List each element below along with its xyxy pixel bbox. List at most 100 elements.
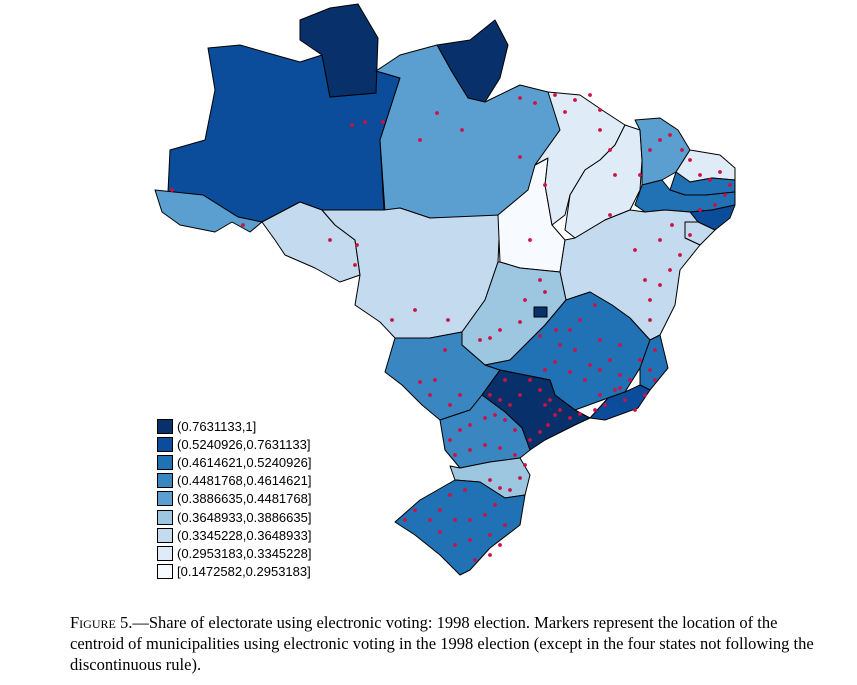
municipality-marker — [363, 120, 367, 124]
municipality-marker — [688, 233, 692, 237]
municipality-marker — [608, 213, 612, 217]
state-acre — [154, 189, 263, 233]
municipality-marker — [448, 438, 452, 442]
map-legend: (0.7631133,1] (0.5240926,0.7631133] (0.461… — [157, 417, 377, 581]
municipality-marker — [518, 155, 522, 159]
municipality-marker — [460, 128, 464, 132]
municipality-marker — [438, 530, 442, 534]
municipality-marker — [443, 348, 447, 352]
municipality-marker — [538, 334, 542, 338]
municipality-marker — [613, 388, 617, 392]
municipality-marker — [543, 183, 547, 187]
municipality-marker — [413, 308, 417, 312]
legend-label: (0.2953183,0.3345228] — [177, 545, 312, 561]
municipality-marker — [728, 183, 732, 187]
state-parana — [439, 394, 531, 469]
figure-label: Figure 5 — [70, 613, 129, 632]
municipality-marker — [446, 318, 450, 322]
municipality-marker — [633, 248, 637, 252]
legend-label: (0.3648933,0.3886635] — [177, 509, 312, 525]
municipality-marker — [328, 238, 332, 242]
municipality-marker — [493, 503, 497, 507]
municipality-marker — [533, 101, 537, 105]
municipality-marker — [543, 368, 547, 372]
municipality-marker — [613, 173, 617, 177]
municipality-marker — [528, 438, 532, 442]
municipality-marker — [448, 403, 452, 407]
municipality-marker — [355, 243, 359, 247]
municipality-marker — [503, 418, 507, 422]
municipality-marker — [468, 423, 472, 427]
figure-caption: Figure 5.—Share of electorate using elec… — [70, 612, 830, 675]
municipality-marker — [658, 238, 662, 242]
municipality-marker — [418, 380, 422, 384]
municipality-marker — [438, 508, 442, 512]
municipality-marker — [468, 538, 472, 542]
legend-label: [0.1472582,0.2953183] — [177, 564, 311, 580]
municipality-marker — [413, 508, 417, 512]
municipality-marker — [688, 158, 692, 162]
municipality-marker — [598, 338, 602, 342]
caption-text: .—Share of electorate using electronic v… — [70, 613, 814, 674]
municipality-marker — [488, 533, 492, 537]
municipality-marker — [503, 523, 507, 527]
municipality-marker — [403, 518, 407, 522]
municipality-marker — [433, 378, 437, 382]
municipality-marker — [498, 446, 502, 450]
municipality-marker — [513, 428, 517, 432]
legend-item: (0.2953183,0.3345228] — [157, 544, 377, 562]
municipality-marker — [523, 463, 527, 467]
municipality-marker — [668, 133, 672, 137]
municipality-marker — [653, 378, 657, 382]
legend-item: (0.4614621,0.5240926] — [157, 453, 377, 471]
municipality-marker — [498, 328, 502, 332]
municipality-marker — [563, 110, 567, 114]
municipality-marker — [653, 348, 657, 352]
municipality-marker — [508, 488, 512, 492]
municipality-marker — [498, 398, 502, 402]
municipality-marker — [513, 453, 517, 457]
municipality-marker — [538, 278, 542, 282]
municipality-marker — [448, 493, 452, 497]
municipality-marker — [488, 478, 492, 482]
municipality-marker — [598, 128, 602, 132]
legend-swatch — [157, 509, 173, 525]
legend-swatch — [157, 545, 173, 561]
municipality-marker — [538, 388, 542, 392]
municipality-marker — [698, 208, 702, 212]
municipality-marker — [241, 223, 245, 227]
municipality-marker — [573, 98, 577, 102]
municipality-marker — [638, 358, 642, 362]
legend-swatch — [157, 527, 173, 543]
municipality-marker — [583, 378, 587, 382]
municipality-marker — [608, 148, 612, 152]
municipality-marker — [598, 393, 602, 397]
municipality-marker — [713, 203, 717, 207]
legend-item: (0.5240926,0.7631133] — [157, 435, 377, 453]
municipality-marker — [588, 363, 592, 367]
municipality-marker — [658, 138, 662, 142]
municipality-marker — [170, 188, 174, 192]
municipality-marker — [578, 412, 582, 416]
municipality-marker — [578, 318, 582, 322]
legend-item: (0.3886635,0.4481768] — [157, 490, 377, 508]
municipality-marker — [543, 290, 547, 294]
municipality-marker — [648, 368, 652, 372]
municipality-marker — [498, 486, 502, 490]
legend-label: (0.3345228,0.3648933] — [177, 527, 312, 543]
municipality-marker — [503, 378, 507, 382]
municipality-marker — [608, 358, 612, 362]
municipality-marker — [453, 518, 457, 522]
legend-item: (0.7631133,1] — [157, 417, 377, 435]
municipality-marker — [553, 360, 557, 364]
municipality-marker — [708, 178, 712, 182]
municipality-marker — [546, 423, 550, 427]
municipality-marker — [723, 193, 727, 197]
municipality-marker — [458, 428, 462, 432]
municipality-marker — [518, 393, 522, 397]
municipality-marker — [428, 393, 432, 397]
municipality-marker — [573, 348, 577, 352]
municipality-marker — [678, 253, 682, 257]
municipality-marker — [633, 408, 637, 412]
municipality-marker — [643, 278, 647, 282]
